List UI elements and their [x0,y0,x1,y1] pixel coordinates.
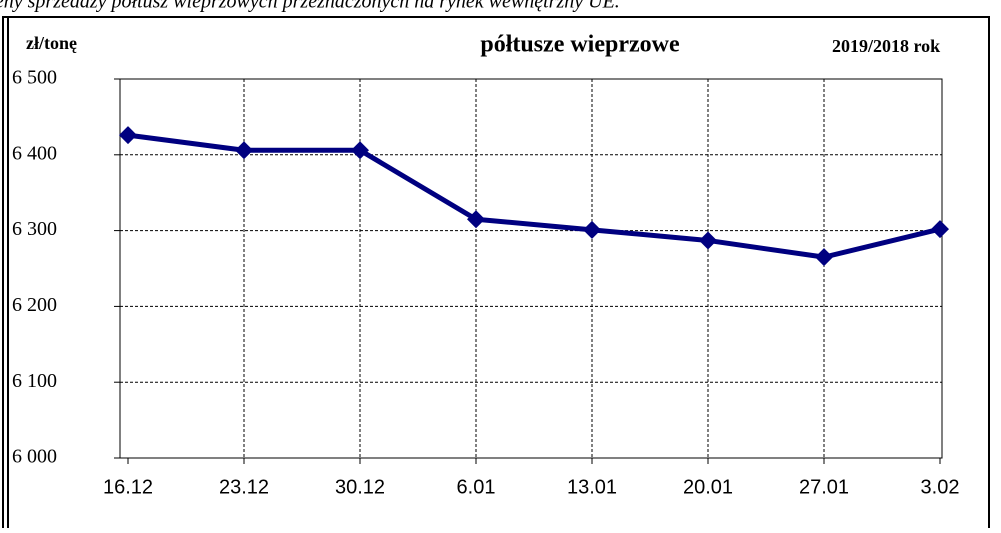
x-tick-label: 6.01 [457,476,496,498]
marker [351,141,369,160]
y-tick-label: 6 400 [12,142,57,164]
marker [815,248,833,267]
frame [2,16,990,533]
y-tick-label: 6 000 [12,446,57,468]
marker [583,220,601,239]
marker [699,231,717,250]
caption: ceny sprzedaży półtusz wieprzowych przez… [0,0,620,13]
y-tick-label: 6 200 [12,294,57,316]
y-tick-label: 6 300 [12,218,57,240]
period-label: 2019/2018 rok [832,36,940,56]
x-tick-label: 3.02 [921,476,960,498]
marker [931,220,949,239]
marker [467,210,485,229]
y-tick-label: 6 500 [12,67,57,89]
line-series [127,132,941,260]
chart-title: półtusze wieprzowe [480,32,680,58]
marker [119,126,137,145]
x-tick-label: 27.01 [799,476,849,498]
x-tick-label: 20.01 [683,476,733,498]
marker [235,141,253,160]
y-axis-label: zł/tonę [26,33,77,53]
x-tick-label: 30.12 [335,476,385,498]
x-tick-label: 16.12 [103,476,153,498]
x-tick-label: 23.12 [219,476,269,498]
y-tick-label: 6 100 [12,370,57,392]
plot-area [119,78,943,459]
x-tick-label: 13.01 [567,476,617,498]
